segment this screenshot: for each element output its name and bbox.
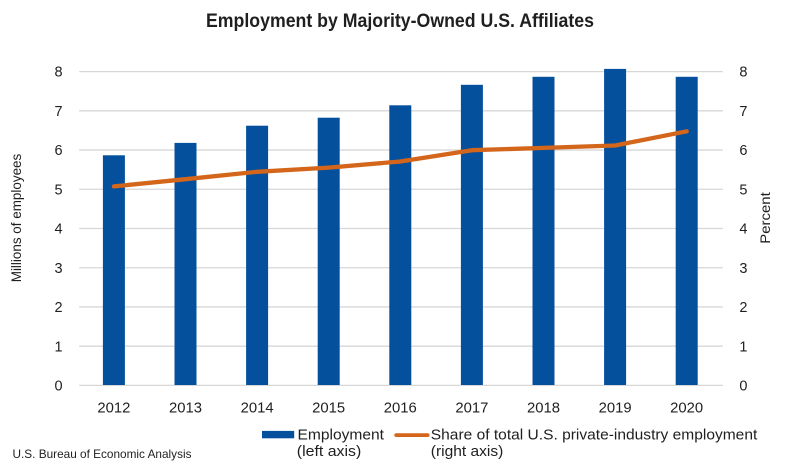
svg-text:3: 3 — [55, 261, 63, 277]
svg-text:5: 5 — [739, 182, 747, 198]
svg-text:2018: 2018 — [527, 400, 560, 416]
svg-text:6: 6 — [739, 143, 747, 159]
svg-text:4: 4 — [739, 222, 747, 238]
svg-text:2017: 2017 — [455, 400, 488, 416]
svg-text:0: 0 — [739, 379, 747, 395]
svg-text:3: 3 — [739, 261, 747, 277]
svg-text:2012: 2012 — [97, 400, 130, 416]
svg-text:1: 1 — [55, 339, 63, 355]
svg-text:8: 8 — [55, 65, 63, 81]
svg-text:2: 2 — [55, 300, 63, 316]
svg-text:(right axis): (right axis) — [431, 444, 504, 460]
svg-text:2016: 2016 — [384, 400, 417, 416]
svg-text:Share of total U.S. private-in: Share of total U.S. private-industry emp… — [431, 427, 757, 443]
svg-text:Employment by Majority-Owned U: Employment by Majority-Owned U.S. Affili… — [206, 11, 594, 32]
svg-text:Millions of employees: Millions of employees — [8, 154, 24, 283]
svg-text:2015: 2015 — [312, 400, 345, 416]
svg-text:(left axis): (left axis) — [297, 444, 362, 460]
svg-text:2014: 2014 — [241, 400, 274, 416]
svg-text:0: 0 — [55, 379, 63, 395]
svg-text:4: 4 — [55, 222, 63, 238]
svg-text:2019: 2019 — [599, 400, 632, 416]
svg-text:8: 8 — [739, 65, 747, 81]
svg-text:1: 1 — [739, 339, 747, 355]
svg-text:U.S. Bureau of Economic Analys: U.S. Bureau of Economic Analysis — [13, 447, 192, 461]
svg-text:Employment: Employment — [298, 427, 385, 443]
svg-text:5: 5 — [55, 182, 63, 198]
svg-text:7: 7 — [55, 104, 63, 120]
svg-text:7: 7 — [739, 104, 747, 120]
svg-text:2013: 2013 — [169, 400, 202, 416]
svg-text:6: 6 — [55, 143, 63, 159]
svg-text:2: 2 — [739, 300, 747, 316]
svg-text:2020: 2020 — [670, 400, 703, 416]
svg-text:Percent: Percent — [757, 192, 773, 244]
